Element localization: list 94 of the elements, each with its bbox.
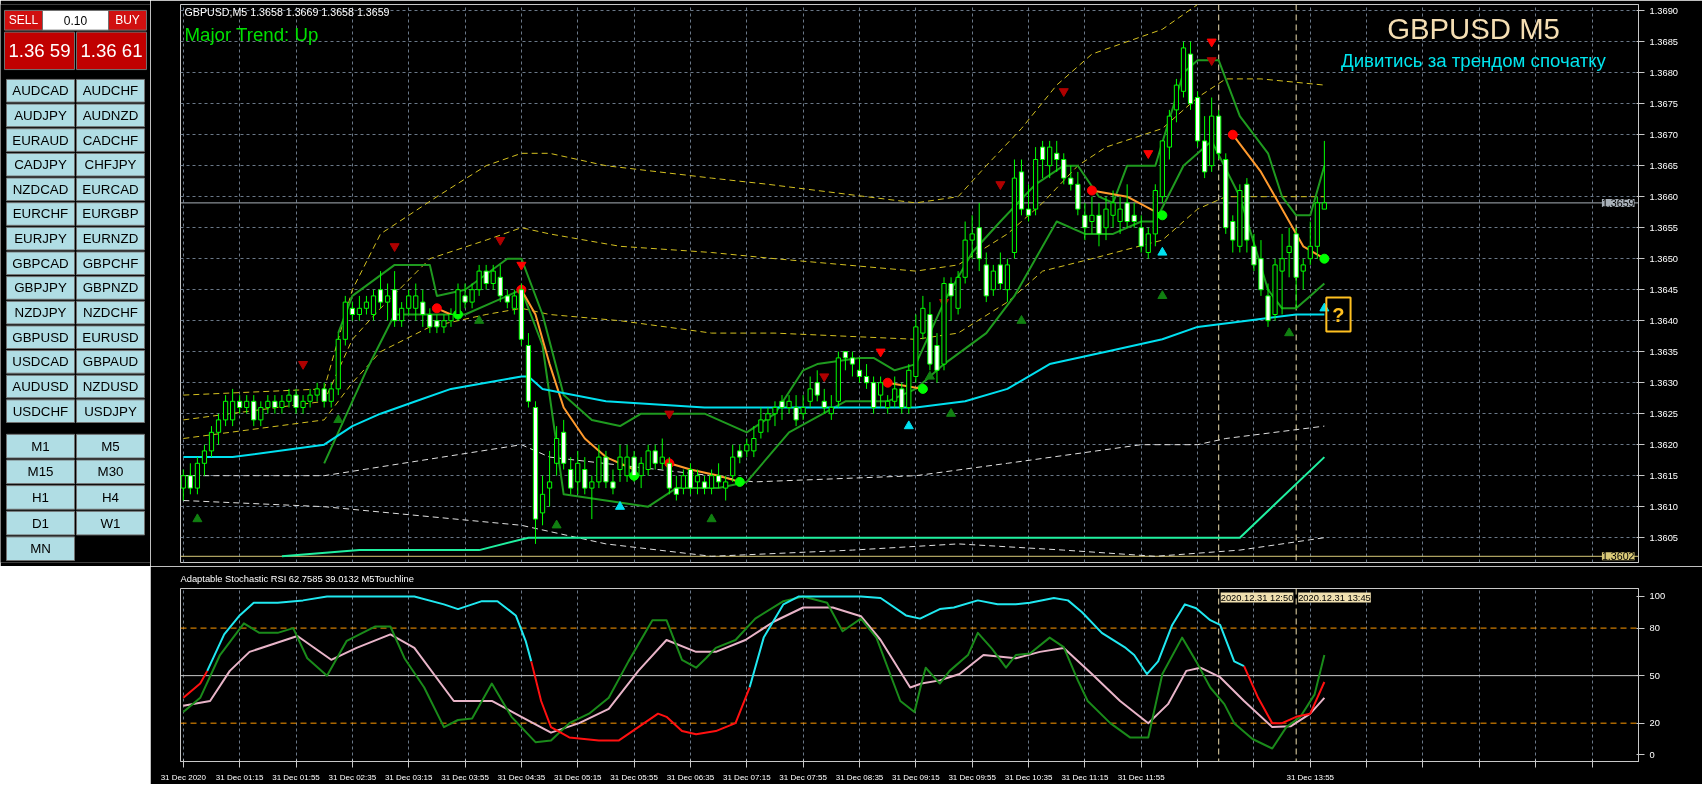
y-tick-label: 1.3650	[1649, 253, 1679, 264]
text: EURCHF	[12, 206, 69, 222]
chart-title: Adaptable Stochastic RSI 62.7585 39.0132 M5Touchline	[180, 573, 414, 584]
y-tick-label: 1.3605	[1649, 532, 1679, 543]
text: D1	[31, 515, 50, 531]
y-tick-label: 20	[1649, 718, 1660, 729]
text: GBPUSD	[12, 329, 69, 345]
x-tick-label: 31 Dec 2020	[160, 772, 207, 782]
x-tick-label: 31 Dec 05:15	[553, 772, 603, 782]
x-tick-label: 31 Dec 03:55	[441, 772, 490, 782]
annotation: ?	[1332, 303, 1345, 326]
y-tick-label: 1.3610	[1649, 501, 1679, 512]
chart-title: GBPUSD M5	[1387, 11, 1560, 45]
y-tick-label: 1.3615	[1649, 470, 1679, 481]
y-tick-label: 1.3690	[1649, 5, 1679, 16]
ref-line-label: 2020.12.31 12:50	[1220, 592, 1294, 603]
y-tick-label: 0	[1649, 749, 1655, 760]
x-tick-label: 31 Dec 09:55	[948, 772, 997, 782]
y-tick-label: 50	[1649, 670, 1660, 681]
text: AUDCAD	[12, 83, 69, 99]
annotation: GBPUSD,M5 1.3658 1.3669 1.3658 1.3659	[184, 5, 390, 18]
x-tick-label: 31 Dec 11:55	[1117, 772, 1166, 782]
text: NZDCHF	[83, 305, 138, 321]
y-tick-label: 1.3660	[1649, 191, 1679, 202]
text: W1	[100, 515, 121, 531]
x-tick-label: 31 Dec 01:15	[215, 772, 265, 782]
ref-line-label: 1.3602	[1601, 550, 1635, 563]
y-tick-label: 1.3675	[1649, 98, 1679, 109]
text: EURGBP	[82, 206, 139, 222]
x-tick-label: 31 Dec 07:55	[779, 772, 828, 782]
x-tick-label: 31 Dec 04:35	[497, 772, 546, 782]
x-tick-label: 31 Dec 09:15	[892, 772, 941, 782]
text: GBPJPY	[14, 280, 67, 296]
x-tick-label: 31 Dec 13:55	[1286, 772, 1335, 782]
ref-line-label: 2020.12.31 13:45	[1298, 592, 1371, 603]
y-tick-label: 1.3680	[1649, 67, 1679, 78]
x-tick-label: 31 Dec 03:15	[384, 772, 434, 782]
text: GBPCAD	[12, 255, 69, 271]
text: BUY	[115, 13, 140, 28]
x-tick-label: 31 Dec 10:35	[1004, 772, 1053, 782]
y-tick-label: 1.3645	[1649, 284, 1679, 295]
text: GBPAUD	[82, 354, 139, 370]
text: USDJPY	[84, 403, 137, 419]
text: EURAUD	[12, 132, 69, 148]
text: M15	[27, 464, 54, 480]
y-tick-label: 1.3655	[1649, 222, 1679, 233]
y-tick-label: 1.3670	[1649, 129, 1679, 140]
y-tick-label: 1.3640	[1649, 315, 1679, 326]
text: EURJPY	[14, 231, 67, 247]
text: EURNZD	[82, 231, 139, 247]
y-tick-label: 1.3665	[1649, 160, 1679, 171]
y-tick-label: 1.3685	[1649, 36, 1679, 47]
text: M1	[31, 438, 50, 454]
text: 1.36 59	[8, 40, 71, 62]
text: AUDUSD	[12, 379, 69, 395]
text: GBPCHF	[82, 255, 139, 271]
text: EURCAD	[82, 181, 139, 197]
x-tick-label: 31 Dec 11:15	[1061, 772, 1109, 782]
text: M5	[101, 438, 120, 454]
y-tick-label: 1.3625	[1649, 408, 1679, 419]
text: USDCAD	[12, 354, 69, 370]
text: CADJPY	[14, 157, 67, 173]
text: AUDJPY	[14, 107, 67, 123]
y-tick-label: 1.3630	[1649, 377, 1679, 388]
x-tick-label: 31 Dec 06:35	[666, 772, 715, 782]
text: 1.36 61	[80, 40, 143, 62]
x-tick-label: 31 Dec 05:55	[610, 772, 659, 782]
text: CHFJPY	[84, 157, 137, 173]
text: AUDNZD	[82, 107, 139, 123]
x-tick-label: 31 Dec 07:15	[723, 772, 772, 782]
text: AUDCHF	[82, 83, 139, 99]
text: MN	[30, 541, 51, 557]
text: CADCHF	[82, 132, 139, 148]
y-tick-label: 1.3620	[1649, 439, 1679, 450]
text: H1	[31, 489, 50, 505]
ref-line-label: 1.3659	[1601, 196, 1635, 209]
x-tick-label: 31 Dec 02:35	[328, 772, 377, 782]
text: 0.10	[63, 13, 88, 28]
text: SELL	[8, 13, 39, 28]
text: NZDJPY	[14, 305, 67, 321]
y-tick-label: 80	[1649, 623, 1660, 634]
text: Дивитись за трендом спочатку	[1341, 49, 1607, 71]
text: M30	[97, 464, 124, 480]
text: GBPNZD	[82, 280, 139, 296]
annotation: Major Trend: Up	[184, 23, 319, 45]
text: H4	[101, 489, 120, 505]
x-tick-label: 31 Dec 01:55	[272, 772, 321, 782]
x-tick-label: 31 Dec 08:35	[835, 772, 884, 782]
y-tick-label: 1.3635	[1649, 346, 1679, 357]
text: EURUSD	[82, 329, 139, 345]
text: USDCHF	[12, 403, 69, 419]
text: NZDCAD	[12, 181, 69, 197]
text: NZDUSD	[82, 379, 139, 395]
y-tick-label: 100	[1649, 591, 1666, 602]
